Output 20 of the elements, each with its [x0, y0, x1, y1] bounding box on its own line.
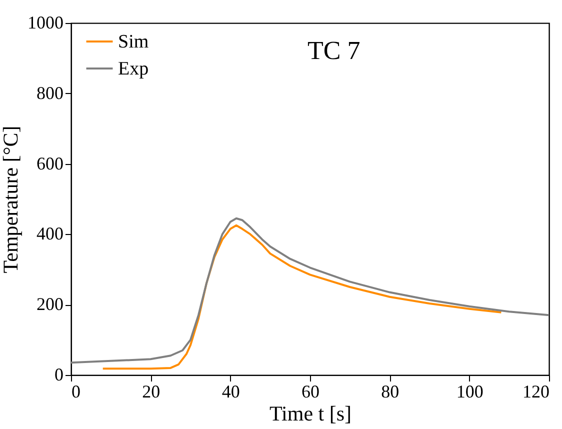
- line-series: [70, 217, 550, 364]
- x-tick-label: 20: [142, 382, 160, 402]
- x-tick-label: 0: [72, 382, 80, 402]
- y-tick-label: 400: [36, 224, 64, 244]
- y-tick-label: 1000: [28, 12, 64, 32]
- legend-label: Sim: [118, 32, 149, 52]
- y-tick-label: 800: [36, 82, 64, 103]
- line-series: [102, 224, 502, 370]
- x-axis-title: Time t [s]: [269, 402, 352, 426]
- x-tick-label: 100: [456, 382, 484, 402]
- x-tick-label: 60: [302, 382, 320, 402]
- y-axis-title: Temperature [°C]: [0, 126, 22, 274]
- y-tick-label: 200: [36, 294, 64, 314]
- y-tick-label: 0: [54, 364, 64, 384]
- x-tick-label: 120: [522, 382, 550, 402]
- x-tick-label: 40: [222, 382, 240, 402]
- x-tick-label: 80: [381, 382, 400, 402]
- legend-label: Exp: [118, 58, 149, 80]
- y-tick-label: 600: [36, 153, 64, 174]
- annotation: TC 7: [308, 36, 360, 65]
